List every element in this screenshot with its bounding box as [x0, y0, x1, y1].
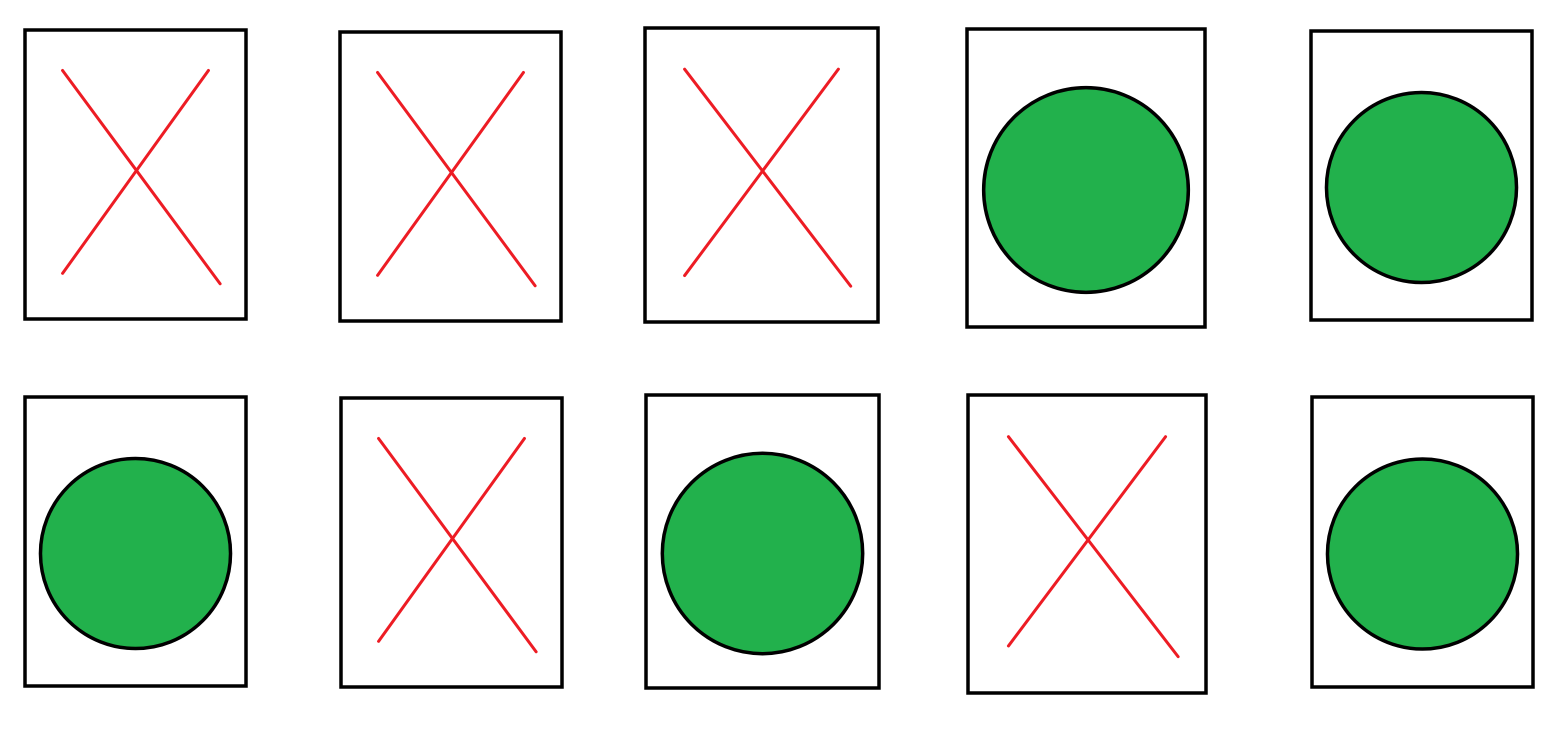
x-icon: [376, 70, 537, 288]
x-icon: [1006, 435, 1180, 659]
x-stroke: [376, 70, 525, 277]
circle-icon: [1324, 90, 1519, 285]
circle-icon: [660, 451, 865, 656]
x-stroke: [61, 68, 222, 286]
circle-icon: [1325, 457, 1520, 651]
card: [23, 395, 248, 688]
circle-icon: [38, 456, 233, 651]
card: [339, 396, 564, 689]
card: [965, 27, 1207, 329]
card: [338, 30, 563, 323]
card: [1309, 29, 1534, 322]
card: [23, 28, 248, 321]
x-icon: [61, 68, 222, 286]
x-stroke: [376, 70, 537, 288]
x-stroke: [61, 68, 210, 275]
x-stroke: [683, 67, 840, 278]
x-icon: [683, 67, 853, 288]
card: [966, 393, 1208, 695]
x-stroke: [683, 67, 853, 288]
x-stroke: [1006, 435, 1180, 659]
x-stroke: [1006, 435, 1168, 648]
x-stroke: [377, 436, 538, 654]
card: [1310, 395, 1535, 689]
card: [643, 26, 880, 324]
x-icon: [377, 436, 538, 654]
circle-icon: [981, 85, 1191, 295]
x-stroke: [377, 436, 526, 643]
card: [644, 393, 881, 690]
